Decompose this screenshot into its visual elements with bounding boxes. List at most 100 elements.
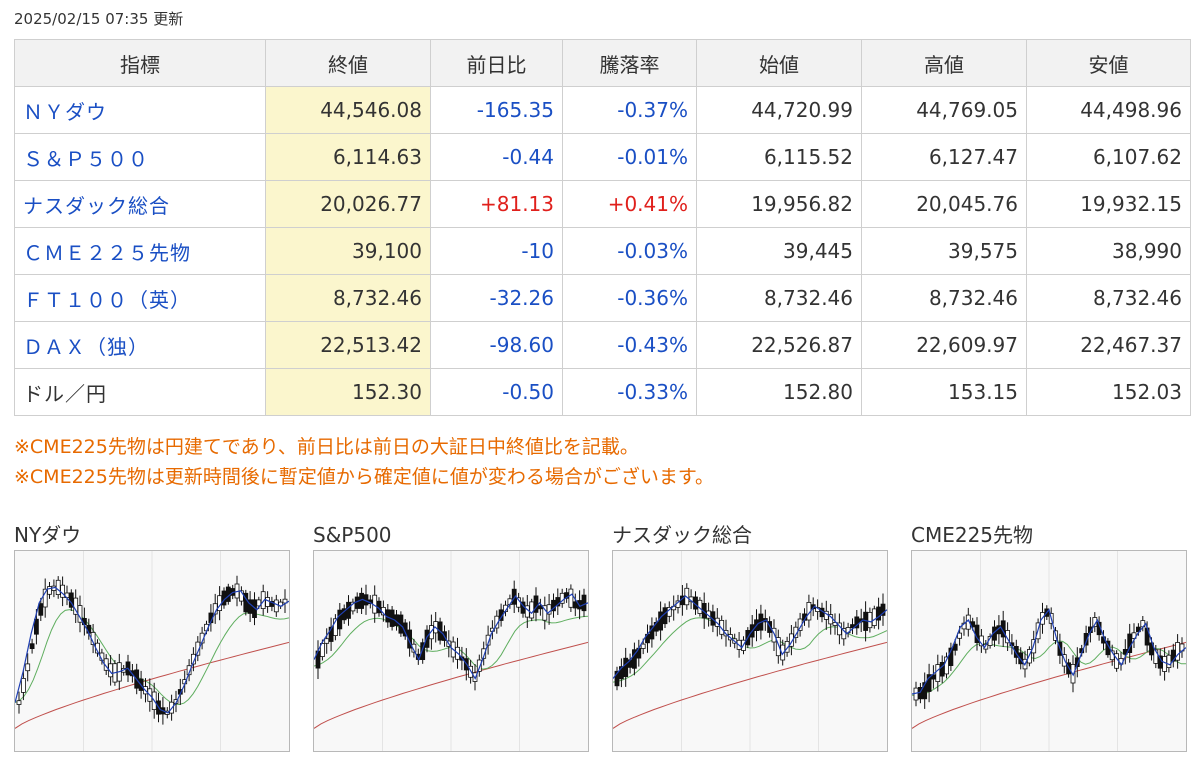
ma-short-line xyxy=(912,608,1186,695)
change-rate-value: -0.37% xyxy=(562,86,697,134)
candlestick-chart xyxy=(15,551,289,751)
close-value: 22,513.42 xyxy=(265,321,431,369)
candle-body xyxy=(867,612,873,629)
indicator-link-nasdaq[interactable]: ナスダック総合 xyxy=(14,180,266,228)
high-value: 39,575 xyxy=(861,227,1027,275)
candle-body xyxy=(944,656,949,675)
change-value: -165.35 xyxy=(430,86,563,134)
chart-thumbnail[interactable] xyxy=(911,550,1187,752)
candle-body xyxy=(581,594,587,612)
candle-body xyxy=(572,601,578,609)
candle-body xyxy=(948,647,954,666)
candle-body xyxy=(640,643,646,649)
note-line: ※CME225先物は更新時間後に暫定値から確定値に値が変わる場合がございます。 xyxy=(14,466,714,488)
header-open: 始値 xyxy=(696,39,862,87)
change-value: -0.44 xyxy=(430,133,563,181)
candle-body xyxy=(775,637,781,657)
table-row: ＣＭＥ２２５先物 39,100 -10 -0.03% 39,445 39,575… xyxy=(14,227,1191,275)
indicator-usdjpy: ドル／円 xyxy=(14,368,266,416)
candle-body xyxy=(320,643,325,658)
candlestick-chart xyxy=(613,551,887,751)
chart-panel-sp500: S&P500 xyxy=(313,520,589,752)
ma-long-line xyxy=(613,641,887,729)
chart-title[interactable]: ナスダック総合 xyxy=(612,523,752,547)
last-updated-timestamp: 2025/02/15 07:35 更新 xyxy=(14,10,184,28)
change-rate-value: +0.41% xyxy=(562,180,697,228)
change-value: -0.50 xyxy=(430,368,563,416)
table-row: ＮＹダウ 44,546.08 -165.35 -0.37% 44,720.99 … xyxy=(14,86,1191,134)
table-row: Ｓ＆Ｐ５００ 6,114.63 -0.44 -0.01% 6,115.52 6,… xyxy=(14,133,1191,181)
high-value: 20,045.76 xyxy=(861,180,1027,228)
low-value: 19,932.15 xyxy=(1026,180,1191,228)
open-value: 22,526.87 xyxy=(696,321,862,369)
candle-body xyxy=(559,592,565,604)
chart-panel-cme225: CME225先物 xyxy=(911,520,1187,752)
candle-body xyxy=(47,586,52,595)
candle-body xyxy=(420,642,426,660)
candle-body xyxy=(21,678,26,693)
candle-body xyxy=(880,603,886,616)
candle-body xyxy=(771,627,777,643)
candle-body xyxy=(1005,630,1010,644)
chart-thumbnail[interactable] xyxy=(313,550,589,752)
candle-body xyxy=(42,588,48,608)
ma-mid-line xyxy=(15,609,289,706)
ma-long-line xyxy=(15,641,289,729)
change-rate-value: -0.01% xyxy=(562,133,697,181)
indicator-link-sp500[interactable]: Ｓ＆Ｐ５００ xyxy=(14,133,266,181)
candle-body xyxy=(649,625,655,640)
close-value: 8,732.46 xyxy=(265,274,431,322)
candle-body xyxy=(926,674,932,692)
candle-body xyxy=(424,629,430,648)
candle-body xyxy=(346,601,351,619)
candle-body xyxy=(529,601,535,619)
close-value: 152.30 xyxy=(265,368,431,416)
candle-body xyxy=(939,662,945,677)
table-row: ドル／円 152.30 -0.50 -0.33% 152.80 153.15 1… xyxy=(14,368,1191,416)
candle-body xyxy=(29,643,35,649)
candle-body xyxy=(876,606,882,621)
candle-body xyxy=(38,603,44,616)
open-value: 152.80 xyxy=(696,368,862,416)
candle-body xyxy=(935,664,941,682)
chart-title[interactable]: CME225先物 xyxy=(911,523,1034,547)
open-value: 6,115.52 xyxy=(696,133,862,181)
chart-thumbnail[interactable] xyxy=(612,550,888,752)
candle-body xyxy=(481,648,487,659)
ma-short-line xyxy=(613,595,887,679)
high-value: 44,769.05 xyxy=(861,86,1027,134)
low-value: 22,467.37 xyxy=(1026,321,1191,369)
candle-body xyxy=(1166,654,1172,668)
table-row: ＦＴ１００（英） 8,732.46 -32.26 -0.36% 8,732.46… xyxy=(14,274,1191,322)
candle-body xyxy=(324,638,330,644)
change-value: +81.13 xyxy=(430,180,563,228)
indicator-link-dax[interactable]: ＤＡＸ（独） xyxy=(14,321,266,369)
candle-body xyxy=(1162,656,1168,672)
table-row: ＤＡＸ（独） 22,513.42 -98.60 -0.43% 22,526.87… xyxy=(14,321,1191,369)
open-value: 19,956.82 xyxy=(696,180,862,228)
low-value: 44,498.96 xyxy=(1026,86,1191,134)
notes: ※CME225先物は円建てであり、前日比は前日の大証日中終値比を記載。 ※CME… xyxy=(14,432,714,492)
low-value: 152.03 xyxy=(1026,368,1191,416)
candle-body xyxy=(922,682,928,700)
candle-body xyxy=(577,600,583,610)
chart-title[interactable]: NYダウ xyxy=(14,523,82,547)
table-header-row: 指標 終値 前日比 騰落率 始値 高値 安値 xyxy=(14,39,1191,87)
header-low: 安値 xyxy=(1026,39,1191,87)
indicator-link-ft100[interactable]: ＦＴ１００（英） xyxy=(14,274,266,322)
candle-body xyxy=(788,633,794,647)
chart-title[interactable]: S&P500 xyxy=(313,523,392,547)
indicator-link-nydow[interactable]: ＮＹダウ xyxy=(14,86,266,134)
low-value: 6,107.62 xyxy=(1026,133,1191,181)
candle-body xyxy=(555,597,561,607)
candle-body xyxy=(190,653,196,665)
chart-thumbnail[interactable] xyxy=(14,550,290,752)
candle-body xyxy=(337,609,343,630)
candle-body xyxy=(476,659,482,672)
header-change-rate: 騰落率 xyxy=(562,39,697,87)
high-value: 22,609.97 xyxy=(861,321,1027,369)
close-value: 20,026.77 xyxy=(265,180,431,228)
candle-body xyxy=(719,620,725,635)
candle-body xyxy=(332,618,338,637)
indicator-link-cme225[interactable]: ＣＭＥ２２５先物 xyxy=(14,227,266,275)
